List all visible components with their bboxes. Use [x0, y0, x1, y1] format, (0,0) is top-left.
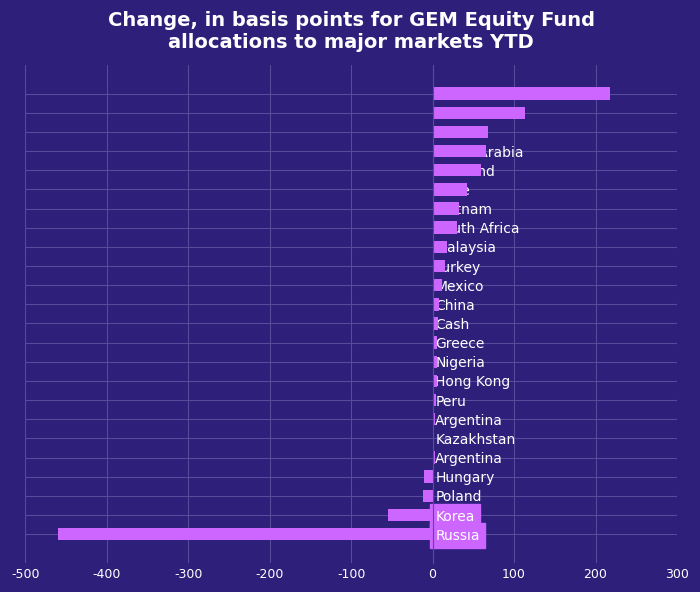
Bar [433, 317, 438, 330]
Bar [58, 528, 433, 540]
Bar [433, 126, 488, 138]
Bar [433, 221, 457, 234]
Bar [433, 413, 435, 426]
Bar [433, 279, 442, 291]
Bar [433, 432, 434, 445]
Bar [433, 183, 467, 195]
Bar [433, 164, 482, 176]
Bar [433, 107, 524, 119]
Bar [424, 471, 433, 483]
Bar [433, 394, 436, 406]
Bar [433, 375, 437, 387]
Bar [433, 240, 447, 253]
Bar [433, 88, 610, 100]
Bar [388, 509, 433, 521]
Bar [433, 260, 445, 272]
Bar [433, 298, 439, 311]
Bar [433, 451, 435, 464]
Bar [433, 336, 438, 349]
Bar [433, 202, 459, 215]
Bar [423, 490, 433, 502]
Bar [433, 145, 486, 157]
Title: Change, in basis points for GEM Equity Fund
allocations to major markets YTD: Change, in basis points for GEM Equity F… [108, 11, 595, 52]
Bar [433, 356, 438, 368]
